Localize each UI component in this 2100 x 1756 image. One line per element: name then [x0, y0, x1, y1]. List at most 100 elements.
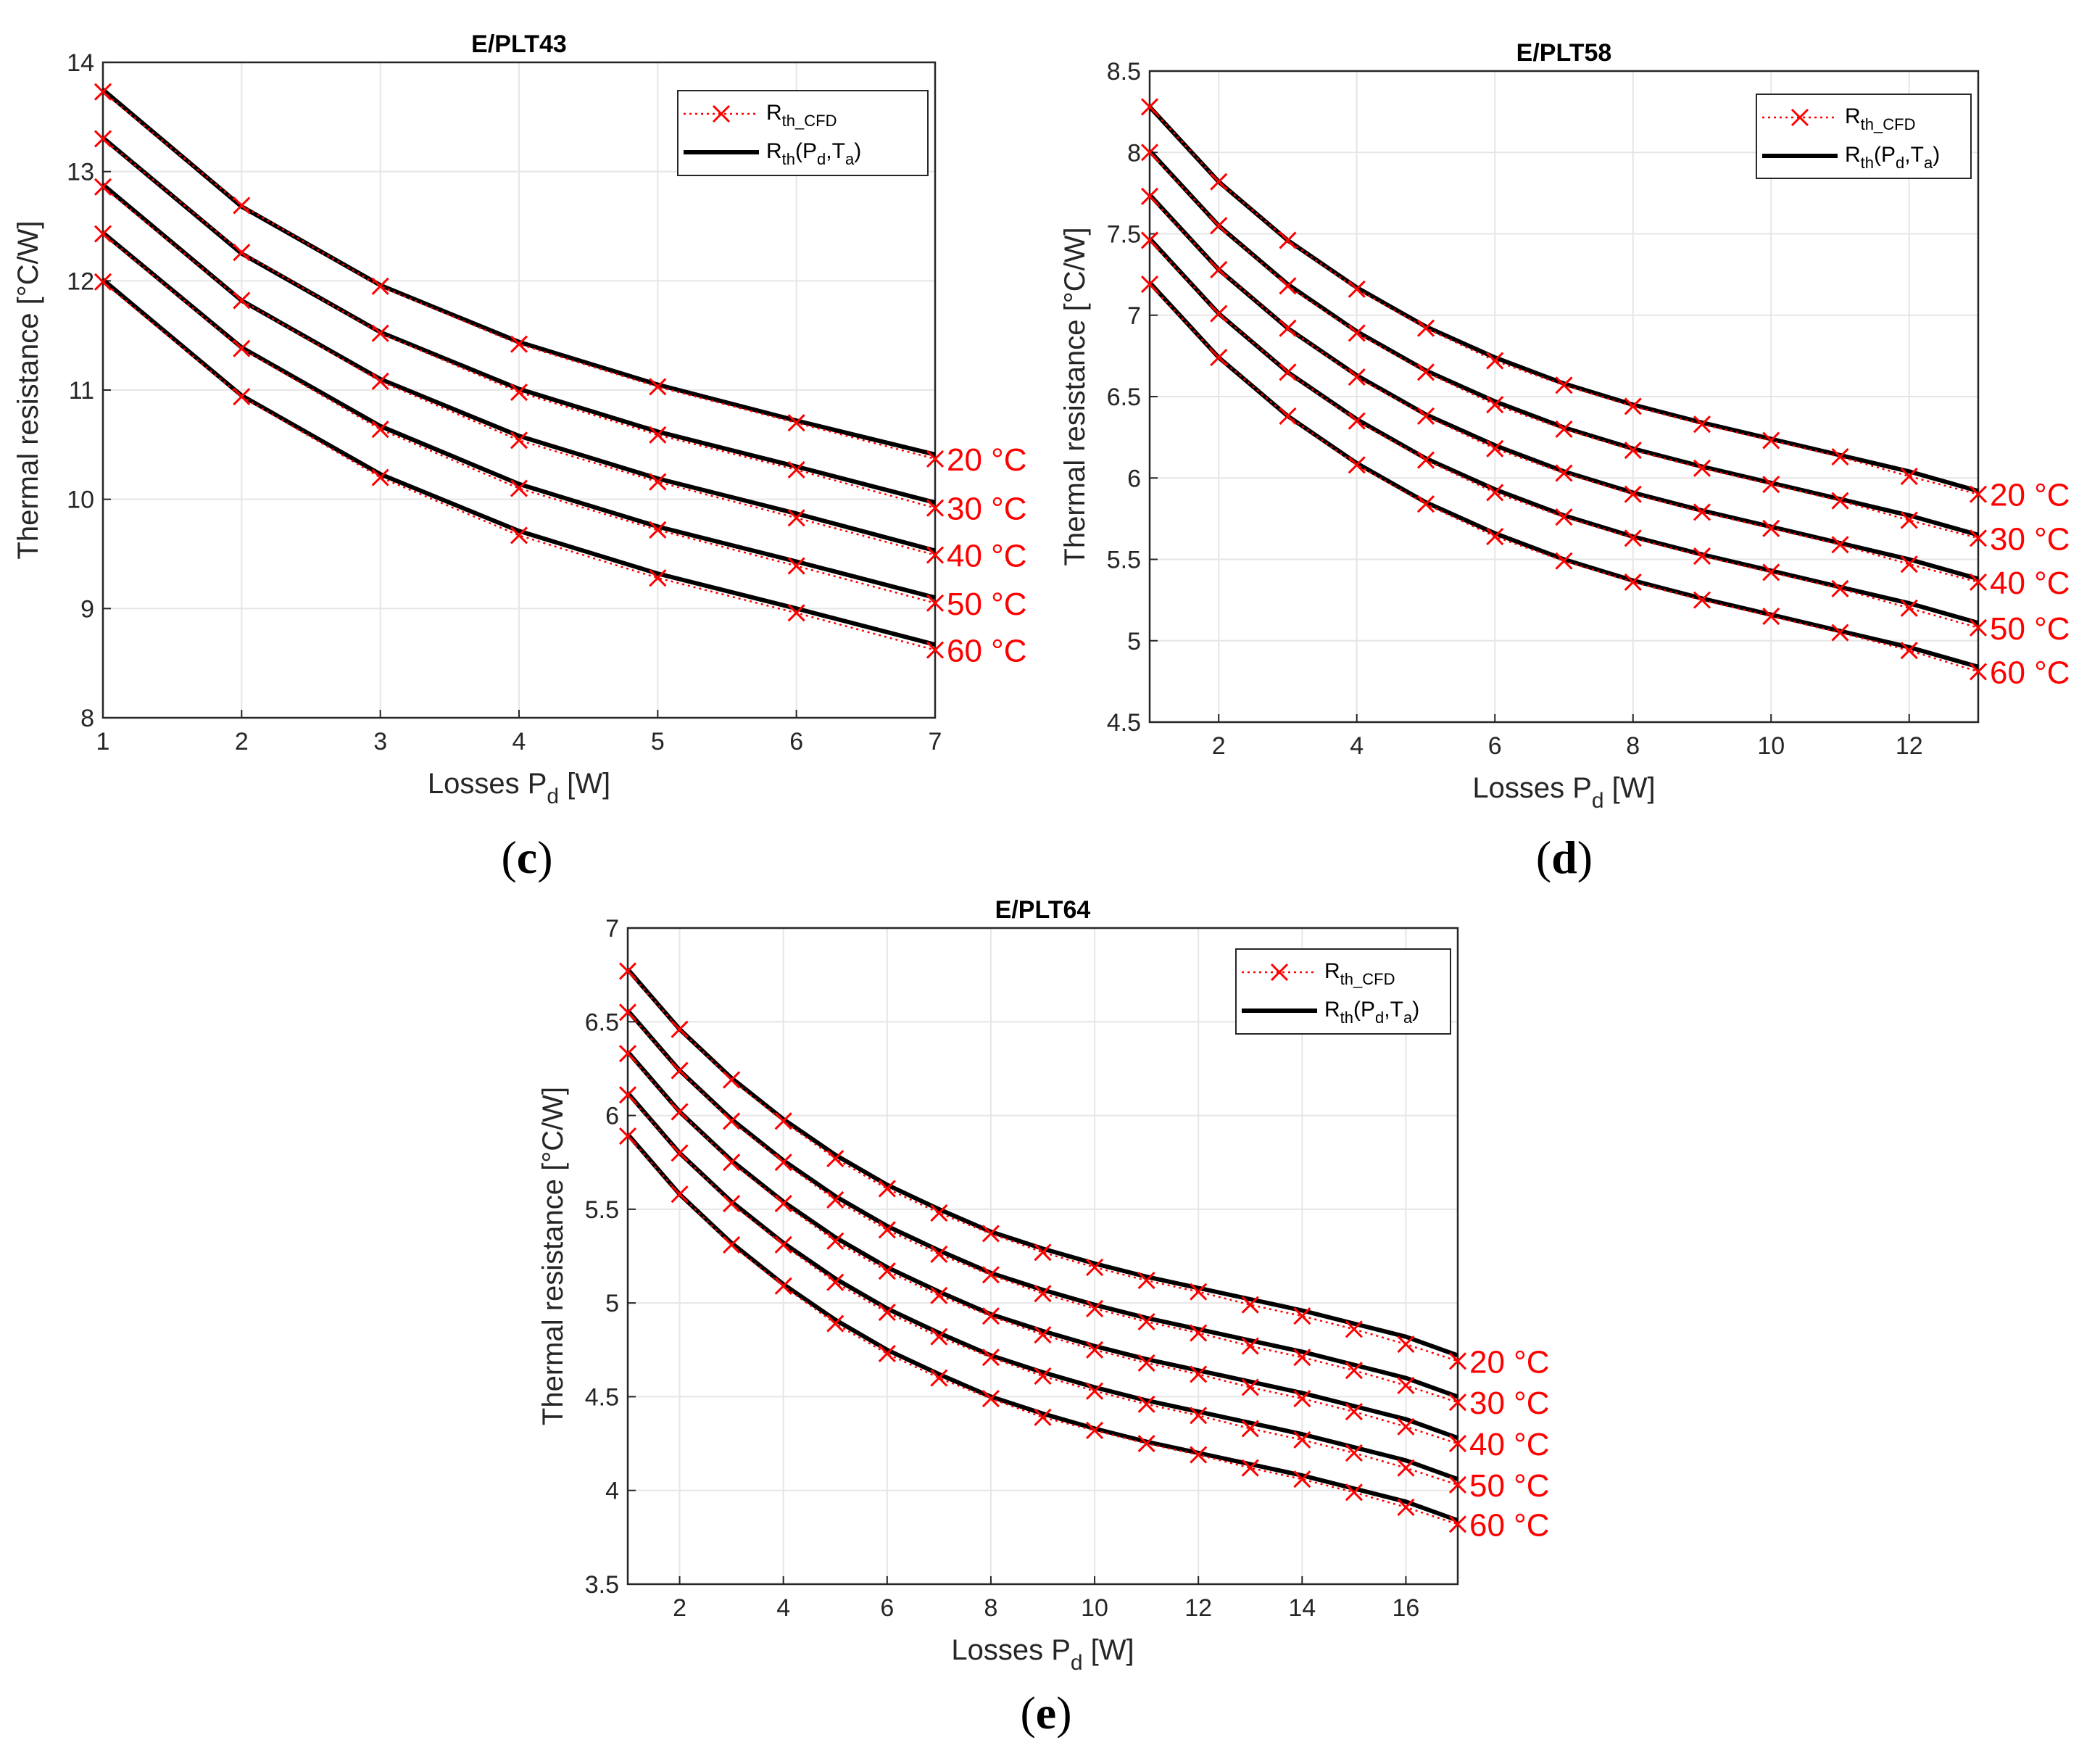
cfd-marker	[1624, 529, 1642, 547]
series-30c: 30 °C	[1140, 144, 2070, 557]
series-20c: 20 °C	[1140, 98, 2070, 513]
cfd-marker	[1241, 1378, 1259, 1396]
cfd-marker	[1555, 552, 1573, 570]
cfd-marker	[1762, 563, 1780, 581]
cfd-marker	[787, 509, 805, 527]
cfd-marker	[1486, 528, 1504, 546]
cfd-marker	[1831, 624, 1849, 642]
cfd-marker	[1624, 485, 1642, 503]
gridlines	[1150, 70, 1978, 723]
cfd-marker	[926, 641, 945, 659]
cfd-marker	[1140, 231, 1159, 249]
y-tick-label: 12	[67, 268, 94, 295]
cfd-marker	[1241, 1459, 1259, 1477]
temp-label: 20 °C	[1469, 1344, 1550, 1380]
series-40c: 40 °C	[618, 1045, 1550, 1462]
cfd-marker	[1416, 319, 1435, 337]
cfd-marker	[1831, 536, 1849, 554]
x-tick-label: 7	[929, 728, 942, 755]
cfd-marker	[981, 1389, 1000, 1408]
legend-cfd-marker	[1270, 963, 1289, 982]
cfd-marker	[774, 1154, 792, 1172]
cfd-marker	[510, 335, 528, 353]
temp-label: 20 °C	[1990, 478, 2070, 513]
cfd-marker	[94, 178, 112, 196]
cfd-marker	[930, 1204, 948, 1222]
cfd-marker	[371, 277, 389, 295]
legend-box	[677, 90, 929, 176]
temp-label: 50 °C	[1469, 1468, 1550, 1504]
temp-label: 60 °C	[1469, 1507, 1550, 1543]
y-tick-label: 10	[67, 486, 94, 514]
cfd-marker	[1555, 420, 1573, 438]
cfd-marker	[1345, 1483, 1363, 1502]
cfd-marker	[510, 526, 528, 544]
cfd-marker	[1293, 1389, 1311, 1408]
y-tick-label: 6.5	[1107, 384, 1141, 411]
x-axis-label: Losses Pd [W]	[428, 768, 610, 808]
x-tick-label: 6	[880, 1594, 894, 1622]
legend-cfd-label: Rth_CFD	[1324, 959, 1395, 988]
legend-cfd-label: Rth_CFD	[766, 101, 837, 130]
cfd-marker	[826, 1314, 844, 1333]
cfd-marker	[826, 1273, 844, 1291]
cfd-marker	[878, 1262, 896, 1280]
cfd-marker	[371, 372, 389, 391]
cfd-marker	[1900, 467, 1918, 486]
temp-label: 50 °C	[947, 587, 1027, 622]
x-tick-label: 2	[673, 1594, 686, 1622]
y-tick-label: 4.5	[1107, 709, 1141, 737]
cfd-marker	[1397, 1335, 1415, 1354]
cfd-marker	[1241, 1420, 1259, 1438]
x-tick-label: 4	[512, 728, 526, 755]
cfd-marker	[1140, 144, 1159, 162]
cfd-marker	[1693, 459, 1711, 477]
cfd-marker	[1555, 464, 1573, 482]
series-50c: 50 °C	[1140, 231, 2070, 647]
series-30c: 30 °C	[618, 1003, 1550, 1421]
series-40c: 40 °C	[94, 178, 1027, 574]
cfd-marker	[1034, 1243, 1052, 1262]
cfd-marker	[1624, 573, 1642, 591]
x-tick-label: 5	[651, 728, 665, 755]
x-tick-label: 6	[789, 728, 803, 755]
cfd-marker	[618, 1086, 637, 1104]
cfd-marker	[94, 83, 112, 101]
series-50c: 50 °C	[94, 225, 1027, 622]
cfd-marker	[1293, 1430, 1311, 1449]
cfd-marker	[1210, 349, 1228, 367]
cfd-marker	[618, 1045, 637, 1063]
cfd-marker	[1693, 591, 1711, 609]
fit-line	[1147, 149, 1979, 537]
temp-label: 30 °C	[1990, 521, 2070, 557]
x-tick-label: 12	[1896, 732, 1923, 760]
y-tick-label: 7.5	[1107, 221, 1141, 249]
cfd-marker	[1210, 260, 1228, 278]
cfd-marker	[774, 1112, 792, 1130]
y-tick-label: 6.5	[585, 1009, 619, 1036]
cfd-marker	[826, 1149, 844, 1168]
y-tick-label: 7	[605, 915, 619, 943]
cfd-marker	[787, 414, 805, 432]
x-tick-label: 10	[1757, 732, 1785, 760]
cfd-marker	[1416, 451, 1435, 469]
y-tick-label: 5	[605, 1290, 619, 1317]
y-tick-label: 4	[605, 1478, 619, 1505]
chart-panel-2: 2 4 6 8 10 12 4.5 5 5.5 6 6.5 7 7.5 8 8.5 E/PLT58 Therma…	[1059, 39, 2070, 883]
fit-line	[626, 1050, 1459, 1441]
y-tick-label: 8	[1127, 139, 1141, 167]
legend: Rth_CFD Rth(Pd,Ta)	[1235, 948, 1451, 1035]
cfd-marker	[1397, 1459, 1415, 1477]
cfd-marker	[1348, 412, 1366, 430]
cfd-marker	[1416, 363, 1435, 381]
cfd-marker	[1190, 1407, 1208, 1425]
cfd-marker	[1831, 448, 1849, 466]
cfd-marker	[723, 1154, 741, 1172]
cfd-marker	[671, 1103, 689, 1121]
cfd-marker	[1345, 1403, 1363, 1421]
cfd-marker	[618, 1127, 637, 1146]
cfd-marker	[371, 421, 389, 439]
cfd-marker	[94, 273, 112, 291]
cfd-marker	[233, 291, 251, 310]
temp-label: 50 °C	[1990, 611, 2070, 647]
